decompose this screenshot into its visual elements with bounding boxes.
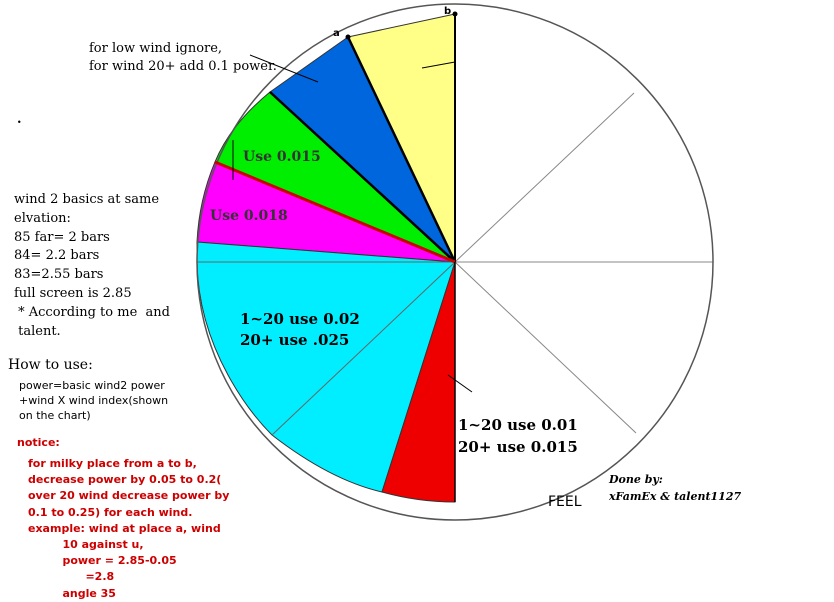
low-wind-note: for low wind ignore, for wind 20+ add 0.…: [89, 41, 277, 74]
notice-body: for milky place from a to b, decrease po…: [28, 457, 230, 600]
sector-cyan-label-line2: 20+ use .025: [240, 331, 349, 349]
marker-b-label: b: [444, 6, 451, 17]
sector-green-label: Use 0.015: [243, 149, 321, 165]
sector-magenta-label: Use 0.018: [210, 208, 288, 224]
credit-note: Done by: xFamEx & talent1127: [609, 473, 742, 503]
sector-red: [381, 261, 456, 503]
chart-outline: [196, 3, 714, 521]
sector-cyan-label-line1: 1~20 use 0.02: [240, 310, 360, 328]
cyan-divider-2: [271, 261, 456, 436]
basics-note: wind 2 basics at same elvation: 85 far= …: [14, 192, 170, 339]
feel-label: FEEL: [548, 494, 582, 510]
how-to-title: How to use:: [8, 357, 93, 373]
red-boundary-line: [214, 160, 456, 264]
sector-cyan: [196, 241, 456, 493]
sector-magenta: [196, 161, 456, 263]
white-sector-divider-3: [454, 261, 637, 434]
marker-b-dot: [452, 11, 458, 17]
sector-white-label: 1~20 use 0.01 20+ use 0.015: [458, 416, 583, 456]
dot-mark: .: [17, 112, 22, 127]
how-to-body: power=basic wind2 power +wind X wind ind…: [19, 379, 169, 422]
white-sector-divider-1: [454, 92, 635, 263]
low-wind-pointer: [249, 54, 319, 83]
yellow-pointer: [421, 61, 456, 69]
marker-a-dot: [345, 34, 351, 40]
sector-white-label-line1: 1~20 use 0.01: [458, 416, 578, 434]
sector-white-label-line2: 20+ use 0.015: [458, 438, 578, 456]
marker-a-line: [346, 36, 457, 263]
red-pointer: [447, 374, 473, 393]
marker-a-label: a: [333, 28, 340, 39]
white-sector-lines: [454, 92, 713, 434]
notice-title: notice:: [17, 436, 60, 449]
green-blue-line: [269, 91, 456, 263]
sector-cyan-label: 1~20 use 0.02 20+ use .025: [240, 310, 365, 349]
